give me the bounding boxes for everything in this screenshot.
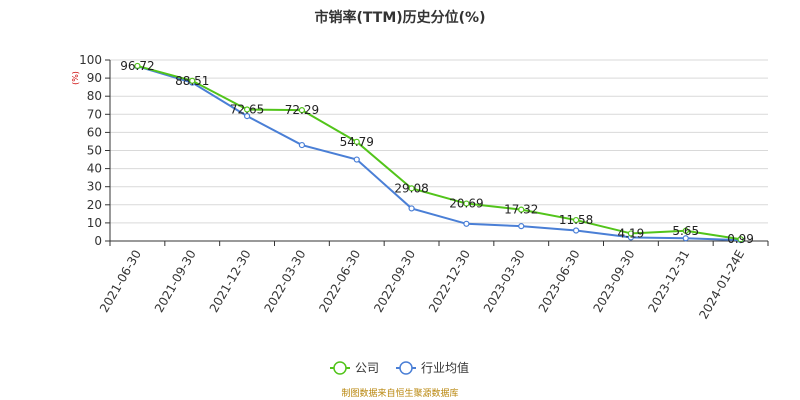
y-tick-label: 100: [79, 53, 102, 67]
x-tick-label: 2022-12-30: [426, 247, 473, 314]
data-point: [463, 220, 470, 227]
axes: [105, 59, 769, 246]
data-label: 11.58: [559, 213, 593, 227]
legend-marker: [399, 361, 413, 375]
data-point: [243, 113, 251, 120]
x-tick-label: 2024-01-24E: [696, 248, 747, 322]
data-point: [463, 200, 470, 207]
y-tick-label: 40: [87, 162, 102, 176]
data-label: 20.69: [449, 197, 483, 211]
data-label: 96.72: [120, 59, 154, 73]
data-label: 72.65: [230, 103, 264, 117]
y-tick-labels: 0 10 20 30 40 50 60 70 80 90 100: [79, 53, 102, 248]
y-tick-label: 80: [87, 89, 102, 103]
data-label: 88.51: [175, 74, 209, 88]
data-point: [353, 156, 360, 163]
legend-label: 公司: [355, 361, 379, 375]
y-tick-label: 20: [87, 198, 102, 212]
data-point: [627, 230, 635, 237]
data-point: [353, 138, 360, 145]
legend-marker: [333, 361, 347, 375]
data-label: 0.99: [727, 232, 754, 246]
data-point: [298, 141, 306, 149]
data-point: [682, 227, 689, 234]
data-point: [737, 236, 744, 243]
grid-lines: [110, 59, 768, 224]
data-label: 29.08: [394, 181, 428, 195]
x-tick-label: 2023-06-30: [536, 248, 583, 315]
data-label: 5.65: [672, 224, 699, 238]
y-tick-label: 0: [94, 234, 102, 248]
series-group: [134, 62, 744, 244]
legend: 公司 行业均值: [330, 360, 469, 375]
data-point: [189, 77, 196, 84]
y-tick-label: 50: [87, 144, 102, 158]
y-tick-label: 90: [87, 71, 102, 85]
x-tick-label: 2023-12-31: [645, 248, 692, 315]
data-point: [134, 62, 141, 70]
legend-label: 行业均值: [421, 360, 469, 375]
data-labels: 96.72 88.51 72.65 72.29 54.79 29.08 20.69 17.32…: [120, 59, 754, 246]
series-line: [137, 64, 741, 241]
data-point: [298, 107, 306, 114]
data-point: [518, 206, 525, 213]
x-tick-label: 2022-06-30: [316, 248, 363, 315]
y-tick-label: 70: [87, 107, 102, 121]
x-tick-label: 2022-03-30: [262, 248, 309, 315]
x-tick-label: 2021-12-30: [207, 247, 254, 314]
data-point: [682, 235, 689, 242]
data-point: [243, 106, 251, 113]
x-tick-label: 2022-09-30: [371, 248, 418, 315]
x-tick-label: 2023-03-30: [481, 248, 528, 315]
source-note: 制图数据来自恒生聚源数据库: [341, 387, 458, 399]
x-tick-label: 2023-09-30: [591, 248, 638, 315]
series-line: [137, 65, 741, 242]
data-label: 4.19: [618, 226, 645, 240]
data-label: 17.32: [504, 203, 538, 217]
data-label: 72.29: [285, 103, 319, 117]
x-tick-label: 2021-09-30: [152, 248, 199, 315]
data-point: [518, 223, 525, 230]
y-tick-label: 30: [87, 180, 102, 194]
chart-title: 市销率(TTM)历史分位(%): [315, 9, 486, 26]
data-point: [572, 216, 580, 224]
y-tick-label: 60: [87, 125, 102, 139]
x-tick-label: 2021-06-30: [97, 248, 144, 315]
data-point: [572, 227, 580, 234]
y-tick-label: 10: [87, 216, 102, 230]
x-tick-labels: 2021-06-30 2021-09-30 2021-12-30 2022-03-30…: [97, 247, 747, 321]
data-label: 54.79: [340, 135, 374, 149]
y-axis-unit: (%): [71, 71, 80, 85]
data-point: [408, 185, 415, 192]
data-point: [408, 205, 415, 212]
